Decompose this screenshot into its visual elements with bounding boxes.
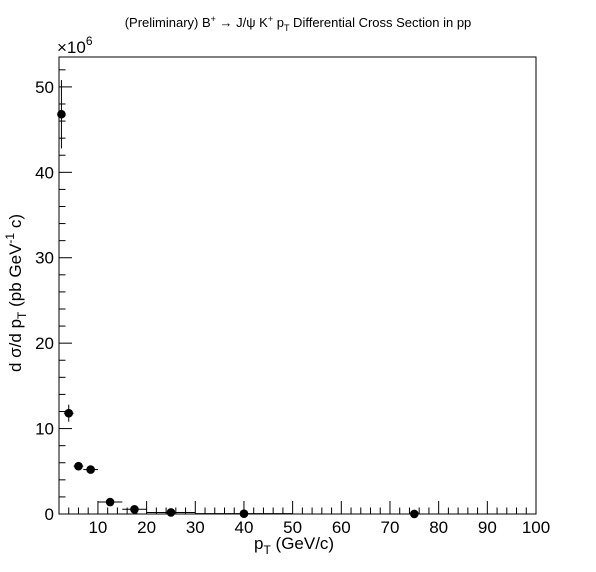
data-point-7: [195, 509, 293, 518]
x-tick-label: 20: [137, 518, 156, 537]
data-marker: [64, 408, 74, 418]
x-tick-label: 40: [234, 518, 253, 537]
data-point-5: [122, 505, 147, 514]
chart-title: (Preliminary) B+ → J/ψ K+ pT Differentia…: [125, 14, 472, 33]
x-tick-label: 50: [283, 518, 302, 537]
data-point-0: [57, 80, 66, 149]
y-tick-label: 20: [35, 334, 54, 353]
data-point-4: [97, 497, 123, 507]
y-tick-label: 10: [35, 420, 54, 439]
y-tick-label: 0: [45, 505, 54, 524]
x-tick-label: 100: [522, 518, 550, 537]
y-tick-label: 30: [35, 249, 54, 268]
data-marker: [130, 505, 139, 514]
y-tick-label: 40: [35, 163, 54, 182]
data-point-6: [146, 508, 196, 517]
x-tick-label: 10: [88, 518, 107, 537]
x-tick-label: 80: [429, 518, 448, 537]
x-tick-label: 30: [186, 518, 205, 537]
x-tick-label: 60: [332, 518, 351, 537]
data-point-3: [83, 465, 98, 474]
data-marker: [166, 508, 176, 517]
data-point-2: [73, 461, 84, 471]
y-axis-exponent: ×106: [57, 34, 93, 57]
data-marker: [74, 461, 83, 471]
x-axis-label: pT (GeV/c): [254, 534, 334, 557]
data-marker: [410, 509, 419, 519]
y-tick-label: 50: [35, 78, 54, 97]
x-tick-label: 90: [478, 518, 497, 537]
data-point-1: [63, 404, 74, 422]
plot-frame: [58, 56, 537, 515]
axis-ticks: [58, 69, 537, 515]
data-points: [57, 80, 536, 519]
data-point-8: [292, 509, 536, 519]
y-axis-label: d σ/d pT (pb GeV-1 c): [3, 214, 29, 372]
x-tick-label: 70: [381, 518, 400, 537]
axis-tick-labels: 10 20 30 40 50 60 70 80 90 100 0 10 20 30 40 50: [35, 78, 550, 537]
data-marker: [86, 465, 95, 474]
data-marker: [239, 509, 249, 518]
data-marker: [57, 109, 66, 119]
data-marker: [105, 497, 115, 507]
